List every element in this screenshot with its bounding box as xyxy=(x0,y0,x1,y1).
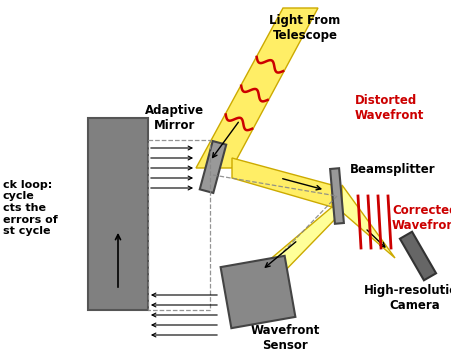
FancyBboxPatch shape xyxy=(199,141,226,193)
Text: High-resolution
Camera: High-resolution Camera xyxy=(363,284,451,312)
Text: Light From
Telescope: Light From Telescope xyxy=(269,14,340,42)
FancyBboxPatch shape xyxy=(220,256,295,328)
Text: Beamsplitter: Beamsplitter xyxy=(349,163,435,176)
Text: Wavefront
Sensor: Wavefront Sensor xyxy=(250,324,319,352)
Text: Control
System: Control System xyxy=(93,194,142,222)
FancyBboxPatch shape xyxy=(329,168,343,224)
Text: ck loop:
cycle
cts the
errors of
st cycle: ck loop: cycle cts the errors of st cycl… xyxy=(3,180,58,236)
FancyBboxPatch shape xyxy=(88,118,147,310)
Polygon shape xyxy=(248,207,341,278)
Text: Corrected
Wavefront: Corrected Wavefront xyxy=(391,204,451,232)
Text: Adaptive
Mirror: Adaptive Mirror xyxy=(145,104,204,132)
FancyBboxPatch shape xyxy=(399,232,435,280)
Polygon shape xyxy=(341,185,394,258)
Polygon shape xyxy=(196,8,318,168)
Text: Distorted
Wavefront: Distorted Wavefront xyxy=(354,94,423,122)
Polygon shape xyxy=(231,158,331,207)
